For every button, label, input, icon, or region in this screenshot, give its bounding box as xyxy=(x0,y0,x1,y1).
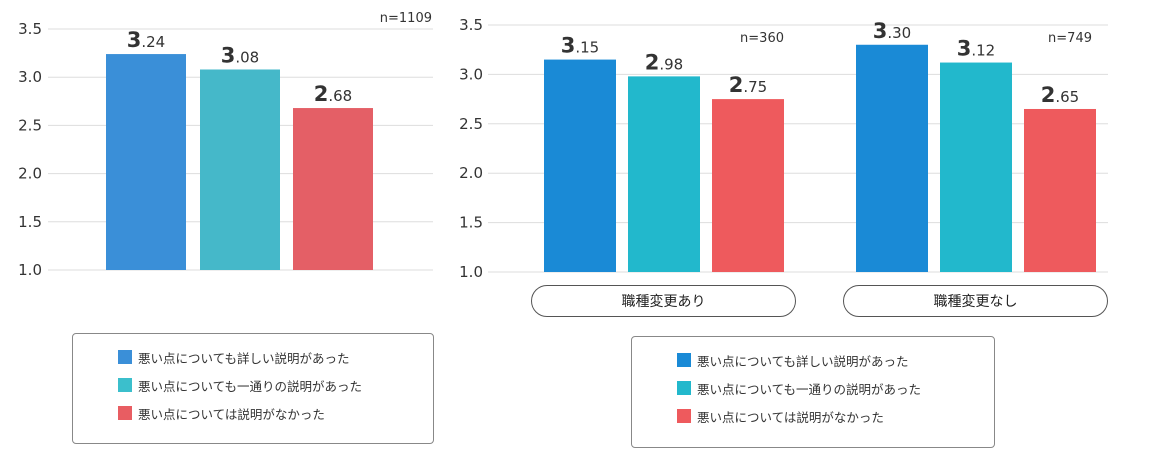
category-label-right: 職種変更なし xyxy=(843,285,1108,317)
data-label: 2.98 xyxy=(645,50,683,74)
bar xyxy=(200,69,280,270)
bar xyxy=(106,54,186,271)
bar xyxy=(940,62,1012,272)
legend-left: 悪い点についても詳しい説明があった 悪い点についても一通りの説明があった 悪い点… xyxy=(72,333,434,444)
bar xyxy=(293,108,373,270)
y-tick-label: 2.5 xyxy=(459,115,483,133)
legend-swatch-detailed xyxy=(118,350,132,364)
y-tick-label: 3.5 xyxy=(459,16,483,34)
legend-swatch-detailed xyxy=(677,353,691,367)
category-label-left: 職種変更あり xyxy=(531,285,796,317)
legend-item-detailed: 悪い点についても詳しい説明があった xyxy=(677,352,909,369)
y-tick-label: 3.0 xyxy=(459,65,483,83)
bar xyxy=(856,44,928,273)
legend-right: 悪い点についても詳しい説明があった 悪い点についても一通りの説明があった 悪い点… xyxy=(631,336,995,448)
legend-label: 悪い点についても詳しい説明があった xyxy=(138,350,350,366)
y-tick-label: 1.0 xyxy=(18,261,42,279)
data-label: 3.15 xyxy=(561,34,599,58)
sample-size-label: n=360 xyxy=(740,31,784,46)
legend-item-none: 悪い点については説明がなかった xyxy=(677,408,884,425)
legend-swatch-none xyxy=(118,406,132,420)
data-label: 3.24 xyxy=(127,28,165,52)
bar xyxy=(712,99,784,272)
y-tick-label: 1.5 xyxy=(18,213,42,231)
legend-label: 悪い点については説明がなかった xyxy=(138,406,325,422)
legend-item-general: 悪い点についても一通りの説明があった xyxy=(677,380,922,397)
legend-swatch-general xyxy=(677,381,691,395)
legend-label: 悪い点についても一通りの説明があった xyxy=(138,378,363,394)
data-label: 3.08 xyxy=(221,43,259,67)
y-tick-label: 2.5 xyxy=(18,116,42,134)
y-tick-label: 2.0 xyxy=(18,165,42,183)
legend-item-none: 悪い点については説明がなかった xyxy=(118,405,325,422)
sample-size-label: n=1109 xyxy=(380,11,432,26)
y-tick-label: 3.0 xyxy=(18,68,42,86)
legend-swatch-general xyxy=(118,378,132,392)
data-label: 3.12 xyxy=(957,37,995,61)
data-label: 3.30 xyxy=(873,19,911,43)
y-tick-label: 1.5 xyxy=(459,214,483,232)
bar xyxy=(628,76,700,272)
y-tick-label: 3.5 xyxy=(18,20,42,38)
legend-swatch-none xyxy=(677,409,691,423)
sample-size-label: n=749 xyxy=(1048,31,1092,46)
bar xyxy=(544,59,616,272)
legend-item-general: 悪い点についても一通りの説明があった xyxy=(118,377,363,394)
legend-label: 悪い点についても一通りの説明があった xyxy=(697,381,922,397)
data-label: 2.68 xyxy=(314,82,352,106)
bar xyxy=(1024,108,1096,272)
data-label: 2.65 xyxy=(1041,83,1079,107)
legend-item-detailed: 悪い点についても詳しい説明があった xyxy=(118,349,350,366)
data-label: 2.75 xyxy=(729,73,767,97)
y-tick-label: 1.0 xyxy=(459,263,483,281)
legend-label: 悪い点についても詳しい説明があった xyxy=(697,353,909,369)
y-tick-label: 2.0 xyxy=(459,164,483,182)
legend-label: 悪い点については説明がなかった xyxy=(697,409,884,425)
